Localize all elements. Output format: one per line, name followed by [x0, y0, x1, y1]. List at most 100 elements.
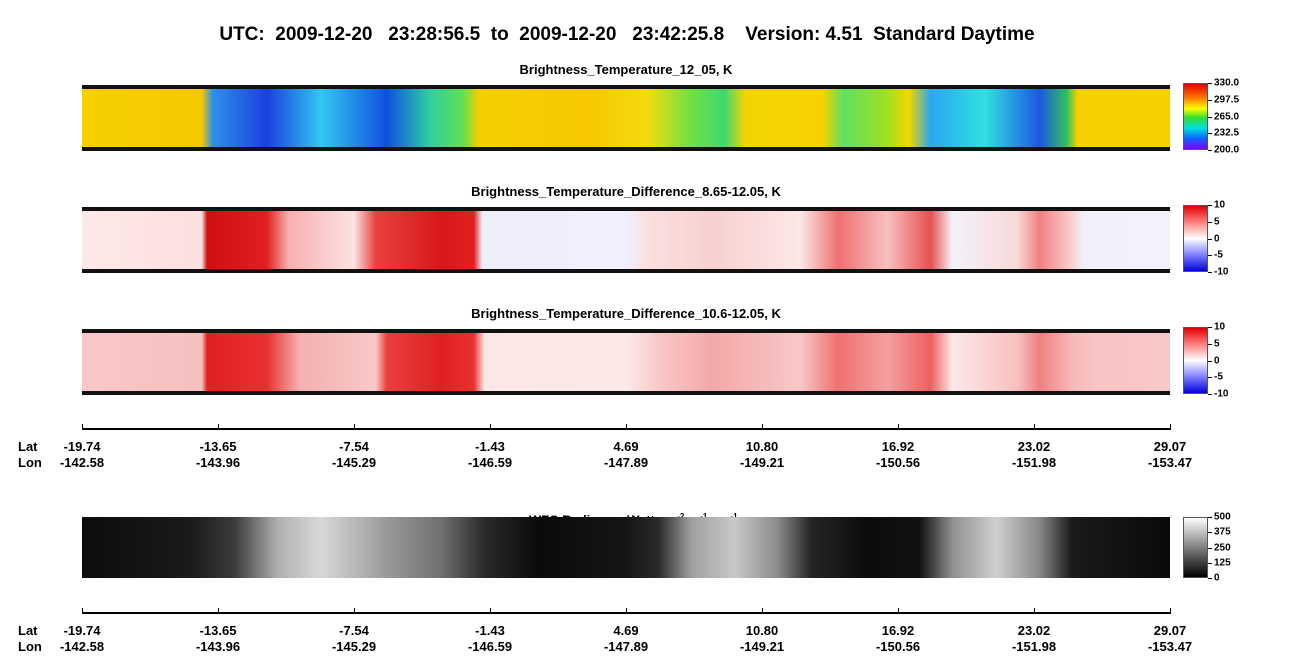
colorbar-label: 0 [1214, 233, 1220, 244]
colorbar-tick [1208, 517, 1212, 518]
axis-tick [217, 608, 219, 614]
axis-tick [1169, 608, 1171, 614]
colorbar-tick [1208, 255, 1212, 257]
colorbar-tick [1208, 394, 1212, 395]
axis-tick [897, 608, 899, 614]
panel-image [82, 329, 1170, 395]
colorbar-label: 330.0 [1214, 77, 1240, 89]
lon-label: -151.98 [1011, 455, 1057, 470]
panel-image [82, 85, 1170, 151]
colorbar-tick [1208, 547, 1212, 549]
page-title: UTC: 2009-12-20 23:28:56.5 to 2009-12-20… [219, 24, 1035, 45]
lat-label: 29.07 [1153, 623, 1187, 638]
colorbar-tick [1208, 99, 1212, 101]
colorbar-tick [1208, 83, 1212, 84]
lon-label: -153.47 [1147, 639, 1193, 654]
lon-label: -145.29 [331, 455, 377, 470]
lon-label: -147.89 [603, 639, 649, 654]
colorbar-label: 232.5 [1214, 127, 1240, 139]
axis-tick [353, 608, 355, 614]
panel-title: Brightness_Temperature_Difference_10.6-1… [471, 306, 781, 321]
lat-label: -19.74 [63, 439, 101, 454]
colorbar-tick [1208, 221, 1212, 223]
axis-tick [217, 424, 219, 430]
axis-tick [625, 608, 627, 614]
row-label: Lat [18, 439, 38, 454]
lat-label: 4.69 [613, 439, 639, 454]
axis-tick [81, 424, 83, 430]
axis-tick [81, 608, 83, 614]
colorbar-label: 500 [1214, 511, 1231, 523]
lat-label: -13.65 [199, 623, 237, 638]
colorbar-label: -10 [1214, 266, 1229, 278]
lat-label: -1.43 [475, 623, 505, 638]
colorbar-tick [1208, 150, 1212, 151]
axis-tick [1033, 608, 1035, 614]
colorbar-tick [1208, 532, 1212, 534]
colorbar-label: 10 [1214, 199, 1226, 211]
lat-label: -7.54 [339, 623, 369, 638]
lon-label: -146.59 [467, 639, 513, 654]
axis-tick [489, 424, 491, 430]
lon-label: -151.98 [1011, 639, 1057, 654]
row-label: Lon [18, 639, 42, 654]
colorbar-label: -5 [1214, 249, 1223, 261]
lat-label: 16.92 [881, 623, 915, 638]
colorbar-tick [1208, 116, 1212, 118]
axis-tick [353, 424, 355, 430]
colorbar-tick [1208, 377, 1212, 379]
title-sup: -1 [730, 512, 737, 521]
lon-label: -143.96 [195, 639, 241, 654]
colorbar-tick [1208, 562, 1212, 564]
colorbar-label: 200.0 [1214, 144, 1240, 156]
lat-label: -1.43 [475, 439, 505, 454]
title-sup: -2 [677, 512, 684, 521]
colorbar-label: -10 [1214, 388, 1229, 400]
lon-label: -142.58 [59, 639, 105, 654]
lon-label: -150.56 [875, 455, 921, 470]
colorbar-label: 265.0 [1214, 111, 1240, 122]
lon-label: -145.29 [331, 639, 377, 654]
colorbar-label: 10 [1214, 321, 1226, 333]
wfc-image [82, 517, 1170, 578]
colorbar-label: 5 [1214, 216, 1220, 228]
colorbar-tick [1208, 360, 1212, 362]
axis-tick [1033, 424, 1035, 430]
axis-tick [761, 608, 763, 614]
lon-label: -149.21 [739, 639, 785, 654]
lat-label: 23.02 [1017, 439, 1051, 454]
axis-tick [897, 424, 899, 430]
lat-label: -19.74 [63, 623, 101, 638]
colorbar-tick [1208, 133, 1212, 135]
colorbar-tick [1208, 205, 1212, 206]
colorbar-label: 0 [1214, 355, 1220, 366]
colorbar-tick [1208, 238, 1212, 240]
colorbar-label: 125 [1214, 557, 1231, 569]
colorbar-label: 0 [1214, 572, 1220, 584]
axis-tick [489, 608, 491, 614]
lon-label: -153.47 [1147, 455, 1193, 470]
lat-label: -13.65 [199, 439, 237, 454]
colorbar [1183, 205, 1208, 272]
lat-label: 29.07 [1153, 439, 1187, 454]
lon-label: -149.21 [739, 455, 785, 470]
colorbar [1183, 83, 1208, 150]
colorbar-label: 297.5 [1214, 94, 1240, 106]
colorbar-tick [1208, 578, 1212, 579]
colorbar-label: -5 [1214, 371, 1223, 383]
colorbar-tick [1208, 327, 1212, 328]
lat-label: 4.69 [613, 623, 639, 638]
axis-tick [625, 424, 627, 430]
panel-image [82, 207, 1170, 273]
row-label: Lon [18, 455, 42, 470]
axis-tick [1169, 424, 1171, 430]
colorbar-label: 5 [1214, 338, 1220, 350]
panel-title: Brightness_Temperature_Difference_8.65-1… [471, 184, 781, 199]
colorbar [1183, 517, 1208, 578]
lon-label: -147.89 [603, 455, 649, 470]
colorbar-label: 250 [1214, 542, 1231, 553]
lat-label: 10.80 [745, 623, 779, 638]
colorbar [1183, 327, 1208, 394]
lon-label: -143.96 [195, 455, 241, 470]
